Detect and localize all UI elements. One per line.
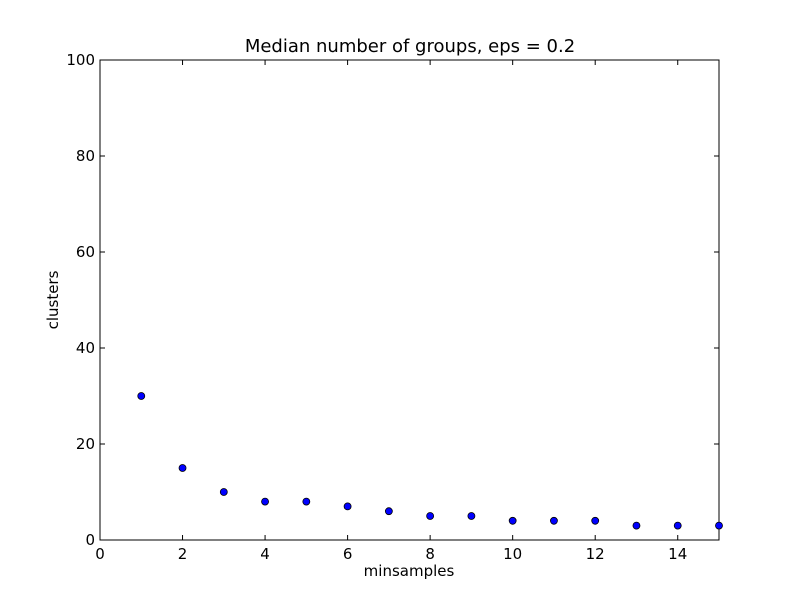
- x-tick-label: 2: [178, 545, 188, 563]
- y-tick-label: 40: [76, 339, 95, 357]
- x-axis: 0 2 4 6 8 10 12 14: [95, 60, 687, 563]
- x-tick-label: 10: [503, 545, 522, 563]
- data-point: [219, 488, 228, 496]
- y-tick-label: 80: [76, 147, 95, 165]
- chart-title: Median number of groups, eps = 0.2: [245, 36, 575, 57]
- data-point: [178, 464, 187, 472]
- data-point: [591, 516, 600, 525]
- data-point: [384, 507, 393, 516]
- y-tick-label: 0: [85, 531, 95, 549]
- x-tick-label: 12: [586, 545, 605, 563]
- y-tick-label: 100: [66, 51, 95, 69]
- data-point: [715, 521, 723, 530]
- data-point: [137, 392, 146, 400]
- x-tick-label: 0: [95, 545, 105, 563]
- y-tick-label: 20: [76, 435, 95, 453]
- x-tick-label: 14: [668, 545, 687, 563]
- data-point: [302, 497, 311, 506]
- data-point: [550, 516, 558, 525]
- y-axis: 0 20 40 60 80 100: [66, 51, 719, 549]
- data-point: [343, 502, 352, 511]
- x-tick-label: 4: [260, 545, 270, 563]
- y-axis-label: clusters: [44, 270, 62, 329]
- data-point: [673, 521, 682, 530]
- x-tick-label: 6: [343, 545, 353, 563]
- x-axis-label: minsamples: [364, 562, 455, 580]
- data-points: [137, 392, 723, 530]
- data-point: [467, 512, 476, 520]
- plot-area-frame: [99, 59, 720, 541]
- x-tick-label: 8: [425, 545, 435, 563]
- data-point: [508, 516, 517, 525]
- y-tick-label: 60: [76, 243, 95, 261]
- data-point: [426, 512, 435, 520]
- data-point: [632, 521, 641, 530]
- data-point: [261, 497, 269, 506]
